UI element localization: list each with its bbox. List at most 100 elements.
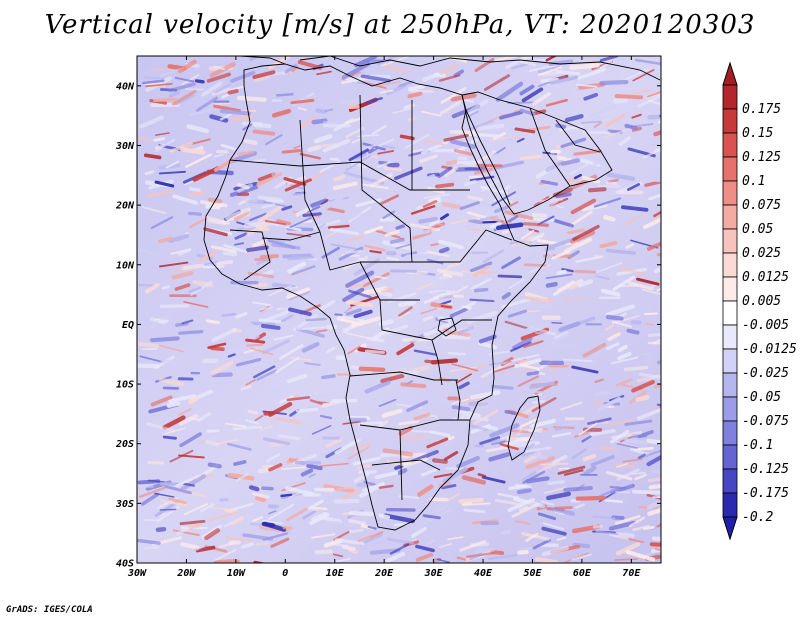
velocity-streak [178, 413, 199, 426]
velocity-streak [219, 112, 233, 121]
velocity-streak [270, 537, 290, 548]
velocity-streak [444, 166, 459, 178]
velocity-streak [560, 401, 583, 411]
velocity-streak [592, 158, 608, 166]
velocity-streak [158, 377, 185, 387]
velocity-streak [654, 547, 661, 552]
velocity-streak [509, 341, 532, 353]
velocity-streak [357, 533, 376, 543]
velocity-streak [207, 342, 227, 350]
velocity-streak [447, 536, 464, 541]
velocity-streak [185, 88, 205, 91]
velocity-streak [189, 187, 201, 192]
velocity-streak [189, 190, 206, 197]
velocity-streak [146, 189, 173, 198]
colorbar-label: 0.025 [742, 246, 781, 261]
velocity-streak [625, 550, 656, 562]
velocity-streak [202, 358, 219, 364]
velocity-streak [358, 366, 386, 372]
velocity-streak [281, 314, 294, 323]
velocity-streak [497, 274, 523, 279]
velocity-streak [342, 488, 361, 500]
velocity-streak [620, 266, 645, 277]
velocity-streak [545, 157, 570, 173]
velocity-streak [207, 462, 222, 469]
velocity-streak [651, 536, 661, 542]
border-line [371, 459, 441, 471]
velocity-streak [326, 520, 340, 525]
velocity-streak [150, 395, 173, 407]
velocity-streak [267, 504, 279, 509]
velocity-streak [240, 385, 252, 391]
velocity-streak [332, 181, 358, 191]
velocity-streak [420, 468, 437, 477]
velocity-streak [610, 430, 630, 444]
velocity-streak [466, 211, 487, 219]
velocity-streak [456, 455, 480, 469]
velocity-streak [230, 114, 253, 122]
velocity-streak [147, 479, 165, 483]
velocity-streak [546, 491, 571, 501]
velocity-streak [266, 224, 291, 230]
velocity-streak [424, 139, 445, 146]
velocity-streak [344, 117, 362, 125]
velocity-streak [181, 319, 194, 325]
velocity-streak [229, 502, 254, 512]
velocity-streak [171, 270, 194, 280]
velocity-streak [319, 299, 336, 311]
velocity-streak [213, 65, 225, 71]
velocity-streak [419, 154, 438, 163]
velocity-streak [321, 374, 336, 380]
velocity-streak [319, 462, 349, 467]
velocity-streak [479, 148, 503, 159]
velocity-streak [514, 127, 536, 134]
velocity-streak [409, 174, 436, 187]
velocity-streak [175, 322, 189, 327]
velocity-streak [377, 161, 392, 168]
velocity-streak [359, 481, 385, 498]
velocity-streak [245, 338, 266, 344]
velocity-streak [617, 197, 630, 204]
velocity-streak [495, 222, 524, 231]
velocity-streak [609, 533, 629, 540]
velocity-streak [494, 498, 523, 507]
velocity-streak [474, 167, 494, 175]
velocity-streak [474, 547, 496, 554]
velocity-streak [552, 218, 574, 228]
velocity-streak [504, 210, 534, 221]
velocity-streak [144, 546, 160, 550]
velocity-streak [214, 83, 232, 94]
velocity-streak [461, 305, 472, 310]
colorbar-label: -0.05 [742, 390, 781, 405]
velocity-streak [626, 328, 640, 335]
velocity-streak [150, 336, 180, 343]
velocity-streak [581, 435, 592, 443]
velocity-streak [159, 508, 177, 511]
velocity-streak [348, 519, 366, 526]
velocity-streak [235, 224, 257, 233]
velocity-streak [491, 191, 517, 207]
velocity-streak [357, 286, 388, 297]
velocity-streak [183, 301, 209, 308]
velocity-streak [416, 282, 434, 291]
velocity-streak [614, 558, 642, 561]
velocity-streak [372, 124, 387, 135]
velocity-streak [572, 448, 587, 459]
velocity-streak [607, 178, 619, 184]
border-line [411, 100, 466, 191]
lon-tick-label: 0 [282, 568, 288, 579]
velocity-streak [438, 543, 452, 549]
velocity-streak [588, 104, 617, 118]
velocity-streak [427, 250, 452, 264]
velocity-streak [615, 542, 641, 556]
velocity-streak [470, 278, 492, 290]
velocity-streak [466, 99, 489, 115]
velocity-streak [353, 309, 373, 319]
velocity-streak [382, 448, 414, 457]
velocity-streak [378, 513, 391, 520]
velocity-streak [461, 393, 472, 398]
velocity-streak [278, 344, 304, 360]
velocity-streak [483, 74, 511, 91]
velocity-streak [432, 458, 448, 464]
velocity-streak [413, 365, 430, 373]
